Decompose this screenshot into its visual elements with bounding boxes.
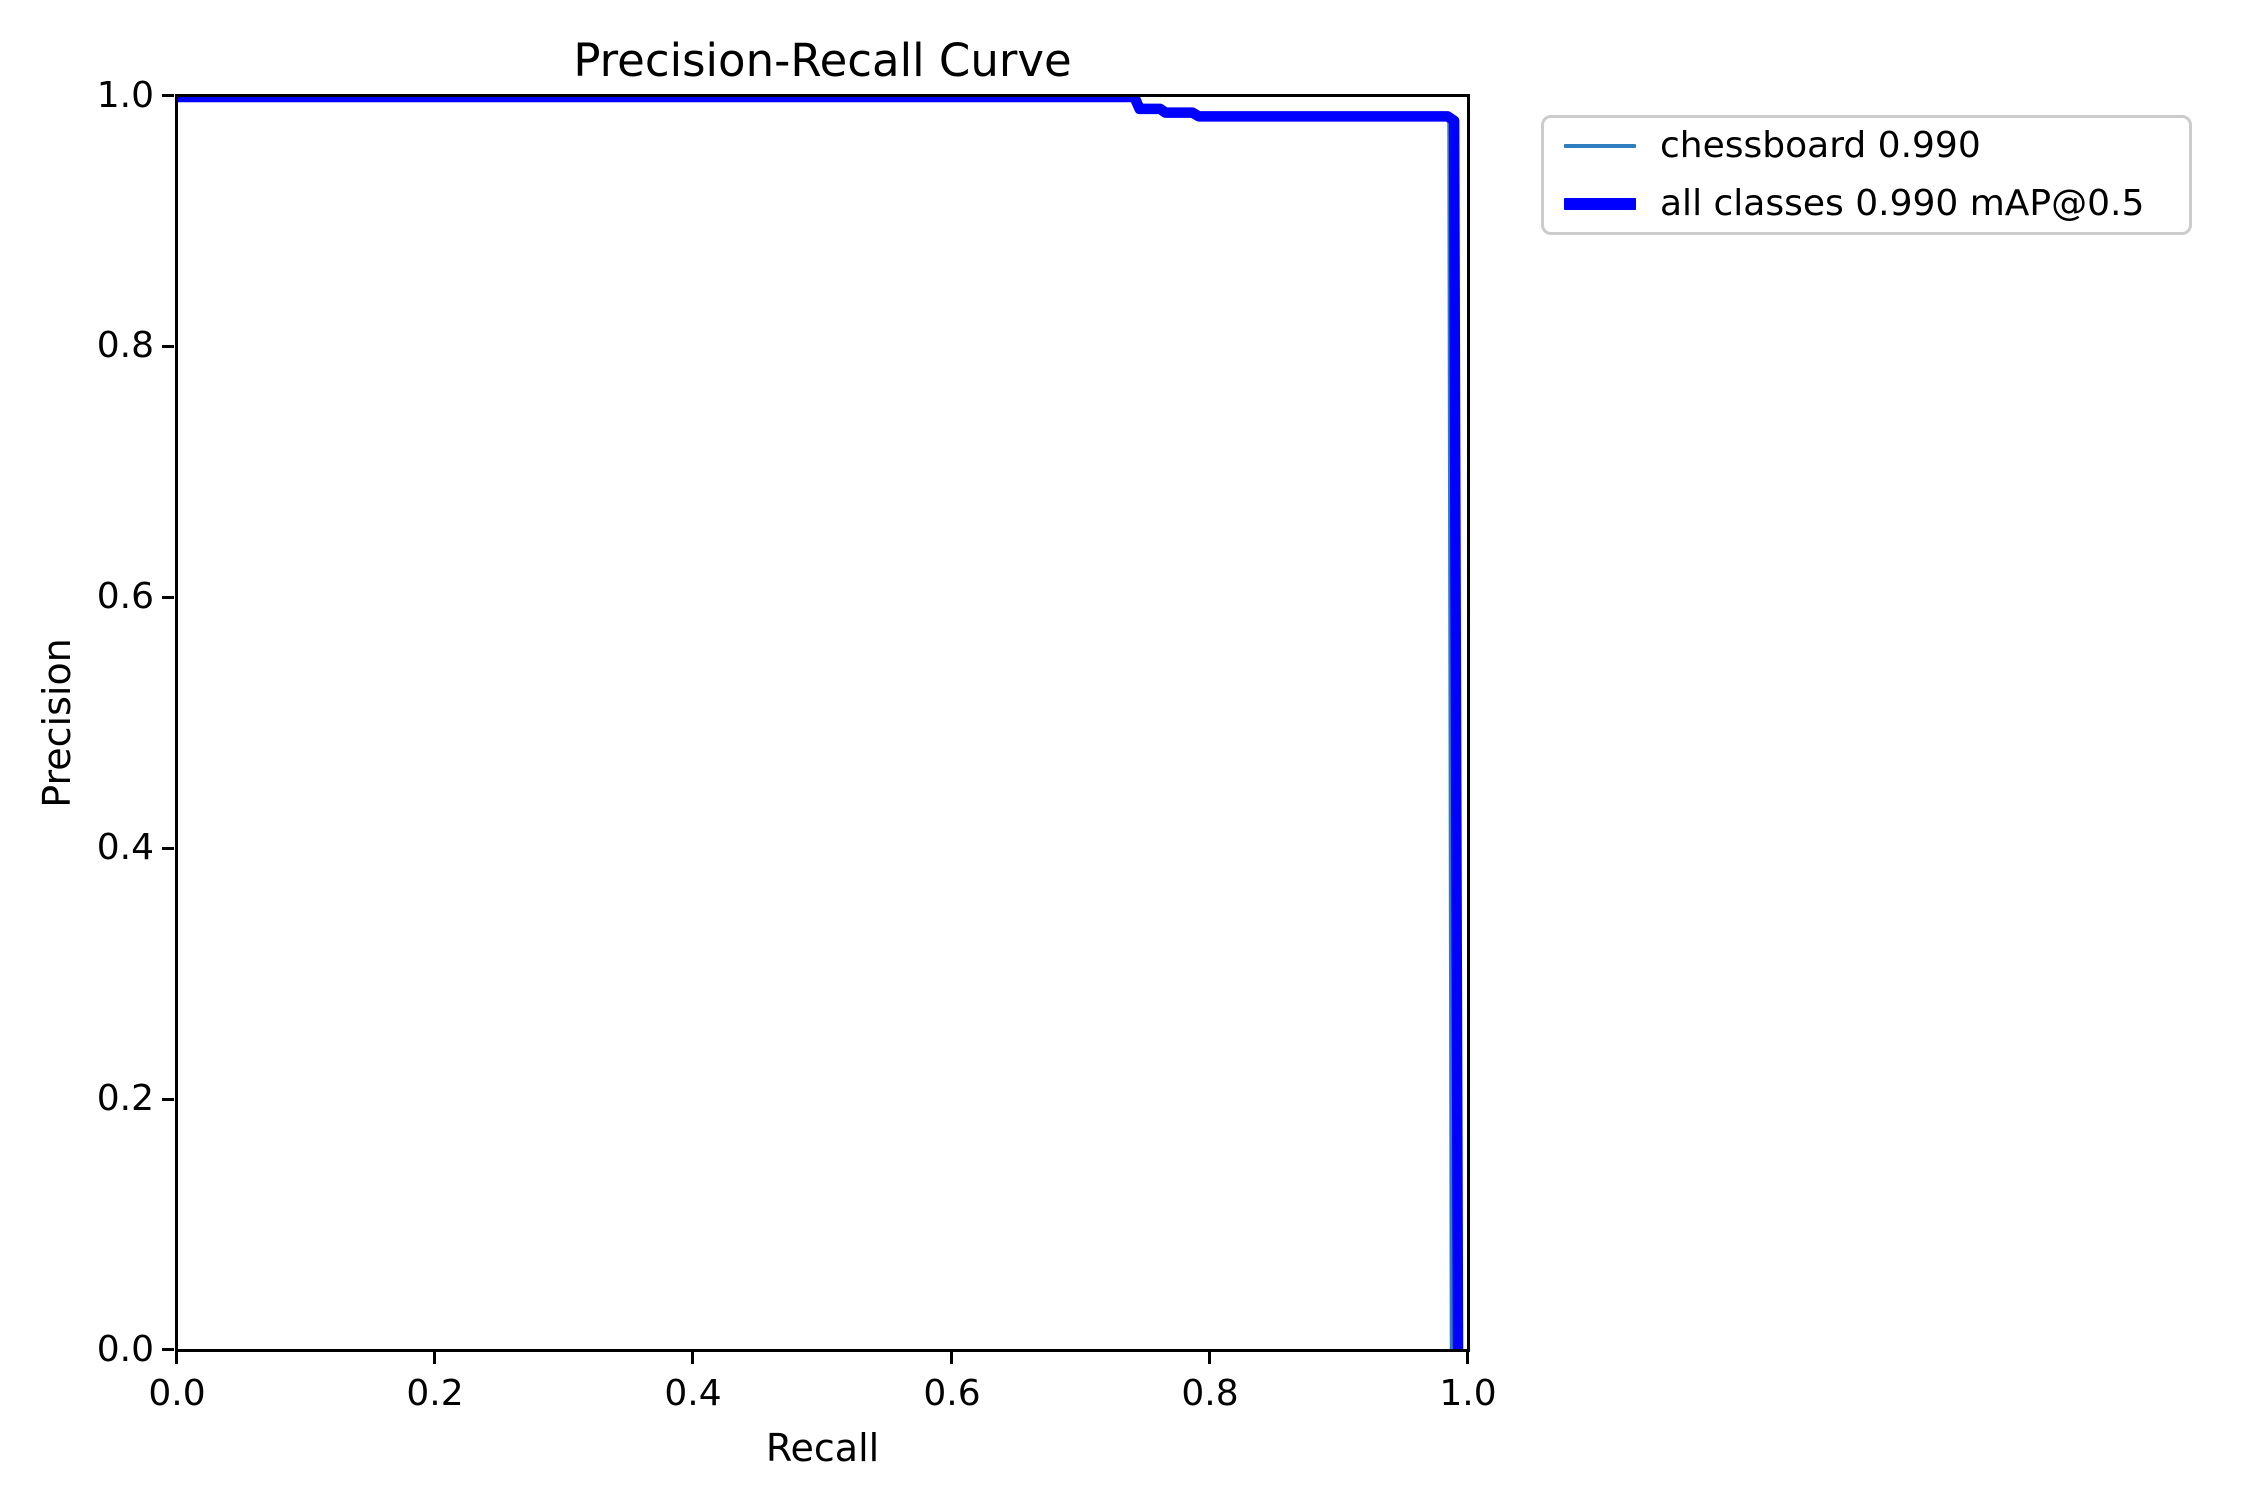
- pr-curve-chessboard: [178, 97, 1454, 1349]
- y-axis-tick: [162, 94, 174, 97]
- y-tick-label: 0.6: [96, 576, 154, 617]
- x-axis-tick: [1466, 1352, 1469, 1364]
- y-tick-label: 0.0: [96, 1329, 154, 1370]
- y-axis-tick: [162, 1098, 174, 1101]
- y-axis-tick: [162, 1348, 174, 1351]
- chart-title: Precision-Recall Curve: [573, 34, 1072, 87]
- x-axis-tick: [691, 1352, 694, 1364]
- legend-label: all classes 0.990 mAP@0.5: [1660, 183, 2145, 225]
- legend-item-chessboard: chessboard 0.990: [1564, 125, 2169, 167]
- x-tick-label: 1.0: [1439, 1373, 1497, 1414]
- y-axis-tick: [162, 596, 174, 599]
- x-axis-label: Recall: [765, 1426, 880, 1470]
- plot-area: [175, 94, 1470, 1352]
- legend: chessboard 0.990 all classes 0.990 mAP@0…: [1541, 115, 2192, 235]
- x-axis-tick: [1208, 1352, 1211, 1364]
- y-axis-tick: [162, 345, 174, 348]
- legend-label: chessboard 0.990: [1660, 125, 1981, 167]
- y-tick-label: 0.2: [96, 1078, 154, 1119]
- legend-line-sample-thin: [1564, 144, 1636, 148]
- x-tick-label: 0.8: [1181, 1373, 1239, 1414]
- y-tick-label: 0.4: [96, 827, 154, 868]
- legend-line-sample-thick: [1564, 198, 1636, 210]
- x-axis-tick: [175, 1352, 178, 1364]
- x-axis-tick: [433, 1352, 436, 1364]
- x-tick-label: 0.0: [148, 1373, 206, 1414]
- x-tick-label: 0.4: [664, 1373, 722, 1414]
- thin-line-icon: [1564, 144, 1636, 148]
- x-tick-label: 0.6: [923, 1373, 981, 1414]
- x-axis-tick: [950, 1352, 953, 1364]
- x-tick-label: 0.2: [406, 1373, 464, 1414]
- pr-curves-canvas: [178, 97, 1464, 1349]
- thick-line-icon: [1564, 198, 1636, 210]
- y-axis-label: Precision: [35, 638, 80, 808]
- y-tick-label: 1.0: [96, 75, 154, 116]
- y-tick-label: 0.8: [96, 325, 154, 366]
- pr-curve-all-classes: [178, 97, 1464, 1349]
- y-axis-tick: [162, 847, 174, 850]
- legend-item-all-classes: all classes 0.990 mAP@0.5: [1564, 183, 2169, 225]
